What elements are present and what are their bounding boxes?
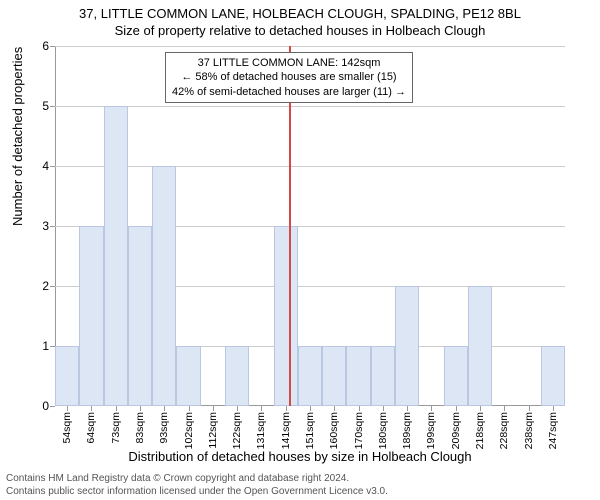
xtick-label: 189sqm (401, 412, 413, 449)
bar (225, 346, 249, 406)
xtick-label: 218sqm (474, 412, 486, 449)
xtick-mark (431, 406, 432, 411)
annotation-line: 42% of semi-detached houses are larger (… (172, 85, 406, 99)
xtick-mark (116, 406, 117, 411)
xtick-mark (553, 406, 554, 411)
xtick-label: 83sqm (134, 412, 146, 444)
xtick-mark (286, 406, 287, 411)
ytick-mark (50, 46, 55, 47)
xtick-label: 209sqm (450, 412, 462, 449)
bar (346, 346, 370, 406)
annotation-box: 37 LITTLE COMMON LANE: 142sqm← 58% of de… (165, 52, 413, 103)
xtick-label: 170sqm (353, 412, 365, 449)
bar (152, 166, 176, 406)
annotation-line: 37 LITTLE COMMON LANE: 142sqm (172, 56, 406, 70)
bar (541, 346, 565, 406)
xtick-mark (189, 406, 190, 411)
bar (298, 346, 322, 406)
xtick-mark (383, 406, 384, 411)
title-block: 37, LITTLE COMMON LANE, HOLBEACH CLOUGH,… (0, 0, 600, 38)
ytick-label: 3 (42, 219, 49, 233)
gridline (55, 106, 565, 107)
xtick-mark (164, 406, 165, 411)
xtick-label: 151sqm (304, 412, 316, 449)
bar (128, 226, 152, 406)
bar (104, 106, 128, 406)
xtick-mark (504, 406, 505, 411)
xtick-label: 141sqm (280, 412, 292, 449)
xtick-label: 73sqm (110, 412, 122, 444)
xtick-label: 160sqm (328, 412, 340, 449)
ytick-mark (50, 226, 55, 227)
xtick-label: 93sqm (158, 412, 170, 444)
chart-plot-area: 012345654sqm64sqm73sqm83sqm93sqm102sqm11… (55, 46, 565, 406)
xtick-label: 247sqm (547, 412, 559, 449)
bar (55, 346, 79, 406)
ytick-label: 0 (42, 399, 49, 413)
bar (176, 346, 200, 406)
bar (444, 346, 468, 406)
ytick-mark (50, 106, 55, 107)
y-axis-title: Number of detached properties (10, 47, 25, 226)
bar (274, 226, 298, 406)
ytick-mark (50, 406, 55, 407)
xtick-label: 64sqm (85, 412, 97, 444)
ytick-label: 4 (42, 159, 49, 173)
xtick-mark (91, 406, 92, 411)
gridline (55, 46, 565, 47)
xtick-mark (407, 406, 408, 411)
ytick-label: 6 (42, 39, 49, 53)
xtick-label: 199sqm (425, 412, 437, 449)
gridline (55, 166, 565, 167)
x-axis-title: Distribution of detached houses by size … (0, 449, 600, 464)
xtick-label: 180sqm (377, 412, 389, 449)
footer-line2: Contains public sector information licen… (6, 486, 388, 499)
xtick-mark (456, 406, 457, 411)
footer-attribution: Contains HM Land Registry data © Crown c… (6, 473, 388, 498)
ytick-mark (50, 286, 55, 287)
page-title-line1: 37, LITTLE COMMON LANE, HOLBEACH CLOUGH,… (0, 6, 600, 21)
ytick-label: 1 (42, 339, 49, 353)
ytick-label: 5 (42, 99, 49, 113)
xtick-label: 112sqm (207, 412, 219, 449)
xtick-mark (480, 406, 481, 411)
bar (395, 286, 419, 406)
xtick-label: 102sqm (183, 412, 195, 449)
ytick-label: 2 (42, 279, 49, 293)
xtick-mark (334, 406, 335, 411)
xtick-mark (140, 406, 141, 411)
xtick-label: 228sqm (498, 412, 510, 449)
xtick-mark (359, 406, 360, 411)
xtick-mark (529, 406, 530, 411)
bar (322, 346, 346, 406)
page-title-line2: Size of property relative to detached ho… (0, 23, 600, 38)
xtick-label: 238sqm (523, 412, 535, 449)
xtick-mark (261, 406, 262, 411)
annotation-line: ← 58% of detached houses are smaller (15… (172, 70, 406, 84)
xtick-label: 131sqm (255, 412, 267, 449)
xtick-mark (310, 406, 311, 411)
footer-line1: Contains HM Land Registry data © Crown c… (6, 473, 388, 486)
bar (468, 286, 492, 406)
bar (79, 226, 103, 406)
xtick-label: 54sqm (61, 412, 73, 444)
ytick-mark (50, 166, 55, 167)
xtick-mark (213, 406, 214, 411)
xtick-mark (237, 406, 238, 411)
xtick-label: 122sqm (231, 412, 243, 449)
xtick-mark (67, 406, 68, 411)
bar (371, 346, 395, 406)
